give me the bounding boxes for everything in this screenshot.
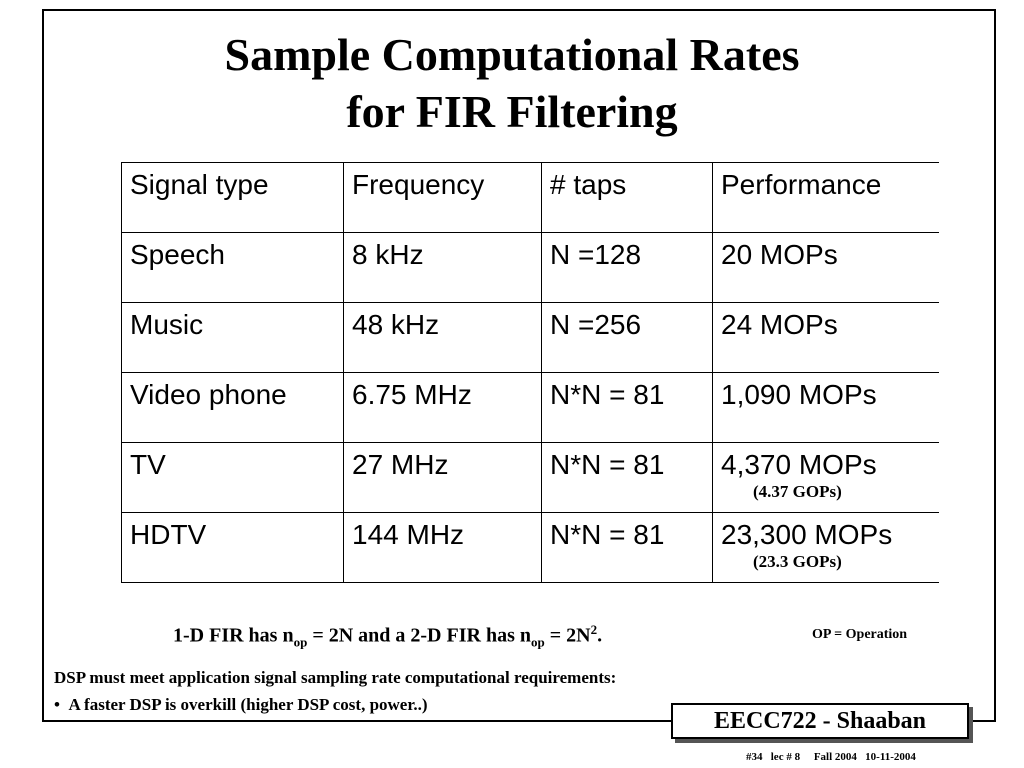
cell-taps: N =128 xyxy=(541,232,713,303)
performance-value: 23,300 MOPs xyxy=(721,519,893,550)
cell-frequency: 8 kHz xyxy=(343,232,542,303)
performance-note: (4.37 GOPs) xyxy=(753,482,842,501)
cell-frequency: 27 MHz xyxy=(343,442,542,513)
cell-performance: 4,370 MOPs (4.37 GOPs) xyxy=(712,442,939,513)
cell-signal: Speech xyxy=(121,232,344,303)
cell-taps: N*N = 81 xyxy=(541,512,713,583)
formula-subscript: op xyxy=(530,634,545,650)
formula-subscript: op xyxy=(293,634,308,650)
formula-text: . xyxy=(597,624,603,647)
cell-frequency: 144 MHz xyxy=(343,512,542,583)
cell-signal: HDTV xyxy=(121,512,344,583)
performance-note: (23.3 GOPs) xyxy=(753,552,842,571)
bullet-text: A faster DSP is overkill (higher DSP cos… xyxy=(68,695,428,714)
cell-taps: N*N = 81 xyxy=(541,442,713,513)
formula-text: 1-D FIR has n xyxy=(173,624,294,647)
performance-value: 4,370 MOPs xyxy=(721,449,877,480)
formula-superscript: 2 xyxy=(590,622,598,637)
formula-text: = 2N xyxy=(544,624,591,647)
cell-frequency: 48 kHz xyxy=(343,302,542,373)
header-taps: # taps xyxy=(541,162,713,233)
cell-performance: 24 MOPs xyxy=(712,302,939,373)
formula-text: = 2N and a 2-D FIR has n xyxy=(307,624,531,647)
requirements-bullet-item: • A faster DSP is overkill (higher DSP c… xyxy=(54,695,428,715)
header-frequency: Frequency xyxy=(343,162,542,233)
cell-signal: TV xyxy=(121,442,344,513)
fir-formula: 1-D FIR has nop = 2N and a 2-D FIR has n… xyxy=(173,622,602,651)
table-row: HDTV 144 MHz N*N = 81 23,300 MOPs (23.3 … xyxy=(121,512,939,583)
cell-performance: 23,300 MOPs (23.3 GOPs) xyxy=(712,512,939,583)
table-row: Speech 8 kHz N =128 20 MOPs xyxy=(121,232,939,303)
slide-title-line1: Sample Computational Rates xyxy=(224,29,800,80)
slide-footer: #34 lec # 8 Fall 2004 10-11-2004 xyxy=(746,751,916,763)
slide-title-line2: for FIR Filtering xyxy=(346,86,678,137)
bullet-marker: • xyxy=(54,695,60,714)
performance-value: 1,090 MOPs xyxy=(721,379,877,410)
performance-value: 24 MOPs xyxy=(721,309,838,340)
requirements-line: DSP must meet application signal samplin… xyxy=(54,668,617,687)
cell-frequency: 6.75 MHz xyxy=(343,372,542,443)
cell-taps: N =256 xyxy=(541,302,713,373)
header-signal-type: Signal type xyxy=(121,162,344,233)
performance-value: 20 MOPs xyxy=(721,239,838,270)
cell-performance: 20 MOPs xyxy=(712,232,939,303)
slide-frame xyxy=(42,9,996,722)
op-definition-note: OP = Operation xyxy=(812,627,908,642)
table-row: TV 27 MHz N*N = 81 4,370 MOPs (4.37 GOPs… xyxy=(121,442,939,513)
cell-signal: Music xyxy=(121,302,344,373)
course-badge: EECC722 - Shaaban xyxy=(671,703,969,739)
header-performance: Performance xyxy=(712,162,939,233)
table-header-row: Signal type Frequency # taps Performance xyxy=(121,162,939,233)
cell-performance: 1,090 MOPs xyxy=(712,372,939,443)
cell-taps: N*N = 81 xyxy=(541,372,713,443)
cell-signal: Video phone xyxy=(121,372,344,443)
table-row: Video phone 6.75 MHz N*N = 81 1,090 MOPs xyxy=(121,372,939,443)
table-row: Music 48 kHz N =256 24 MOPs xyxy=(121,302,939,373)
rates-table: Signal type Frequency # taps Performance… xyxy=(121,162,939,583)
